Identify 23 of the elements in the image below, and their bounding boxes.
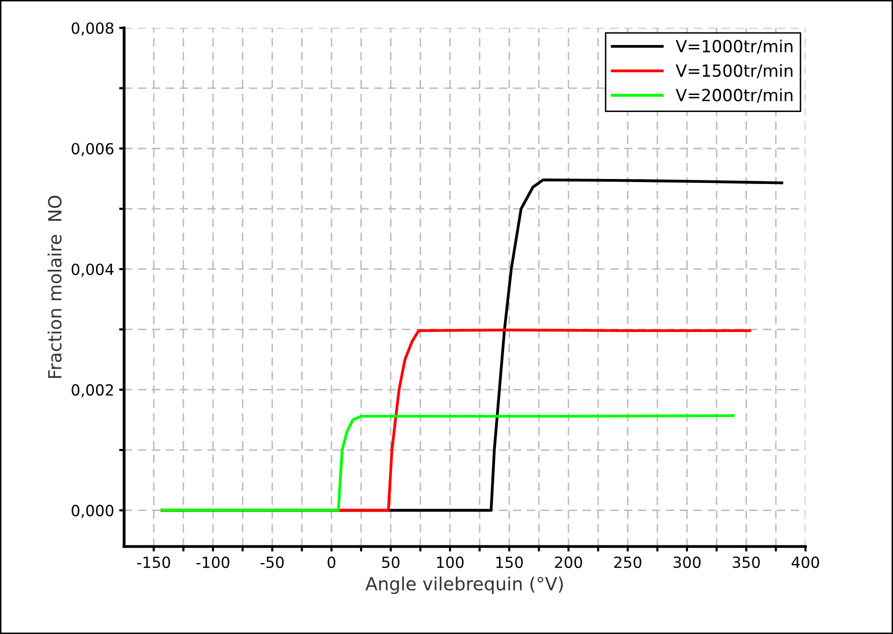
legend-label: V=1000tr/min: [676, 40, 792, 54]
x-tick-label: 50: [382, 556, 400, 568]
x-tick-label: 350: [732, 556, 760, 568]
x-tick-label: 250: [614, 556, 642, 568]
line-series: [160, 414, 735, 512]
x-tick-label: -100: [196, 556, 230, 568]
x-tick-label: 100: [437, 556, 464, 568]
legend-label: V=2000tr/min: [676, 88, 792, 103]
y-tick-label: 0,004: [72, 264, 114, 277]
x-tick-label: -50: [260, 556, 284, 568]
y-tick-label: 0,008: [72, 22, 114, 36]
x-tick-label: -150: [137, 556, 170, 568]
y-tick-label: 0,006: [72, 142, 114, 156]
y-tick-label: 0,002: [72, 384, 113, 398]
y-axis-title: Fraction molaire NO: [48, 196, 62, 378]
y-tick-label: 0,000: [72, 504, 114, 518]
x-tick-label: 0: [328, 556, 336, 568]
x-tick-label: 150: [496, 556, 523, 568]
x-axis-title: Angle vilebrequin (°V): [365, 576, 563, 594]
x-tick-label: 200: [555, 556, 582, 568]
x-tick-label: 300: [674, 556, 701, 568]
x-tick-label: 400: [792, 556, 820, 568]
legend-label: V=1500tr/min: [676, 64, 792, 78]
